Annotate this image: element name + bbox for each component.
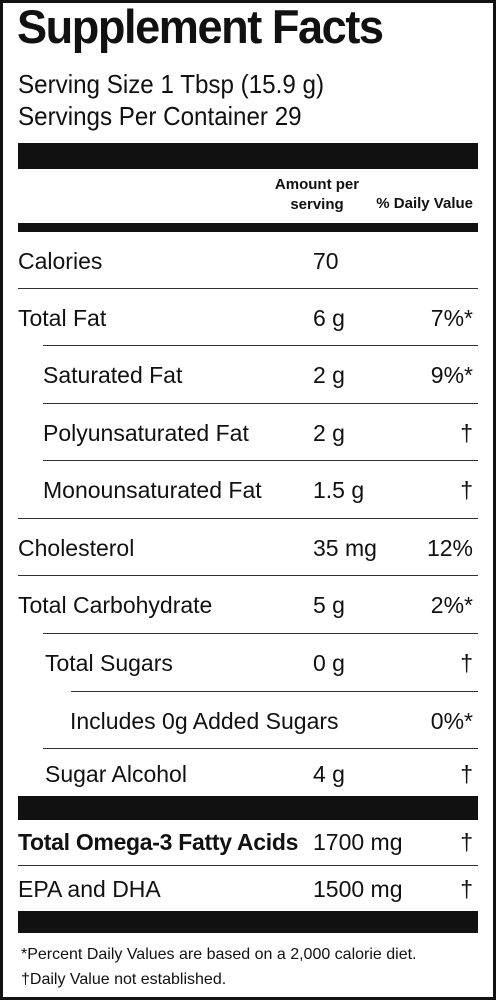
nutrient-row-monounsaturated-fat: Monounsaturated Fat 1.5 g †	[3, 461, 493, 519]
nutrient-row-epa-dha: EPA and DHA 1500 mg †	[3, 860, 493, 918]
row-divider	[18, 518, 478, 519]
nutrient-row-cholesterol: Cholesterol 35 mg 12%	[3, 519, 493, 577]
nutrient-name: Polyunsaturated Fat	[43, 420, 249, 446]
nutrient-row-total-sugars: Total Sugars 0 g †	[3, 634, 493, 692]
nutrient-amount: 35 mg	[313, 535, 377, 561]
nutrient-daily-value: 0%*	[430, 708, 473, 734]
nutrient-daily-value: †	[460, 761, 473, 787]
nutrient-amount: 5 g	[313, 592, 345, 618]
nutrient-daily-value: †	[460, 420, 473, 446]
row-divider	[43, 460, 478, 461]
nutrient-amount: 1700 mg	[313, 829, 403, 855]
row-divider	[43, 403, 478, 404]
daily-value-header: % Daily Value	[376, 195, 473, 212]
nutrient-daily-value: 7%*	[430, 305, 473, 331]
nutrient-daily-value: †	[460, 477, 473, 503]
nutrient-daily-value: †	[460, 829, 473, 855]
nutrient-name: Total Omega-3 Fatty Acids	[18, 829, 299, 855]
nutrient-row-omega-3: Total Omega-3 Fatty Acids 1700 mg †	[3, 813, 493, 871]
nutrient-row-calories: Calories 70	[3, 232, 493, 290]
nutrient-name: Saturated Fat	[43, 362, 183, 388]
serving-size: Serving Size 1 Tbsp (15.9 g)	[18, 69, 324, 99]
nutrient-name: EPA and DHA	[18, 876, 161, 902]
nutrient-daily-value: †	[460, 650, 473, 676]
nutrient-row-added-sugars: Includes 0g Added Sugars 0%*	[3, 692, 493, 750]
thick-divider-header	[18, 223, 478, 232]
label-title: Supplement Facts	[17, 0, 384, 53]
amount-header-line1: Amount per	[274, 176, 360, 193]
nutrient-amount: 6 g	[313, 305, 345, 331]
amount-header-line2: serving	[290, 196, 344, 213]
nutrient-row-sugar-alcohol: Sugar Alcohol 4 g †	[3, 745, 493, 803]
nutrient-name: Includes 0g Added Sugars	[70, 708, 339, 734]
nutrient-row-total-carbohydrate: Total Carbohydrate 5 g 2%*	[3, 576, 493, 634]
nutrient-daily-value: 2%*	[430, 592, 473, 618]
row-divider	[18, 865, 478, 866]
nutrient-daily-value: 9%*	[430, 362, 473, 388]
nutrient-name: Total Carbohydrate	[18, 592, 213, 618]
thick-divider-middle	[18, 796, 478, 820]
nutrient-name: Cholesterol	[18, 535, 135, 561]
nutrient-name: Total Fat	[18, 305, 107, 331]
nutrient-amount: 1.5 g	[313, 477, 365, 503]
nutrient-name: Sugar Alcohol	[45, 761, 187, 787]
nutrient-row-polyunsaturated-fat: Polyunsaturated Fat 2 g †	[3, 404, 493, 462]
nutrient-name: Total Sugars	[45, 650, 173, 676]
nutrient-amount: 2 g	[313, 420, 345, 446]
footnote-daily-values: *Percent Daily Values are based on a 2,0…	[21, 946, 417, 963]
nutrient-name: Monounsaturated Fat	[43, 477, 262, 503]
nutrient-amount: 1500 mg	[313, 876, 403, 902]
nutrient-daily-value: 12%	[426, 535, 473, 561]
amount-per-serving-header: Amount per serving	[261, 175, 373, 215]
footnote-not-established: †Daily Value not established.	[21, 971, 227, 988]
nutrient-name: Calories	[18, 248, 103, 274]
thick-divider-bottom	[18, 911, 478, 933]
row-divider	[18, 575, 478, 576]
nutrient-amount: 70	[313, 248, 339, 274]
row-divider	[43, 633, 478, 634]
nutrient-amount: 4 g	[313, 761, 345, 787]
nutrient-row-total-fat: Total Fat 6 g 7%*	[3, 289, 493, 347]
thick-divider-top	[18, 143, 478, 169]
nutrient-amount: 2 g	[313, 362, 345, 388]
nutrient-daily-value: †	[460, 876, 473, 902]
row-divider	[71, 691, 478, 692]
row-divider	[43, 748, 478, 749]
nutrient-row-saturated-fat: Saturated Fat 2 g 9%*	[3, 346, 493, 404]
servings-per-container: Servings Per Container 29	[18, 101, 302, 131]
row-divider	[18, 288, 478, 289]
row-divider	[43, 345, 478, 346]
nutrient-amount: 0 g	[313, 650, 345, 676]
